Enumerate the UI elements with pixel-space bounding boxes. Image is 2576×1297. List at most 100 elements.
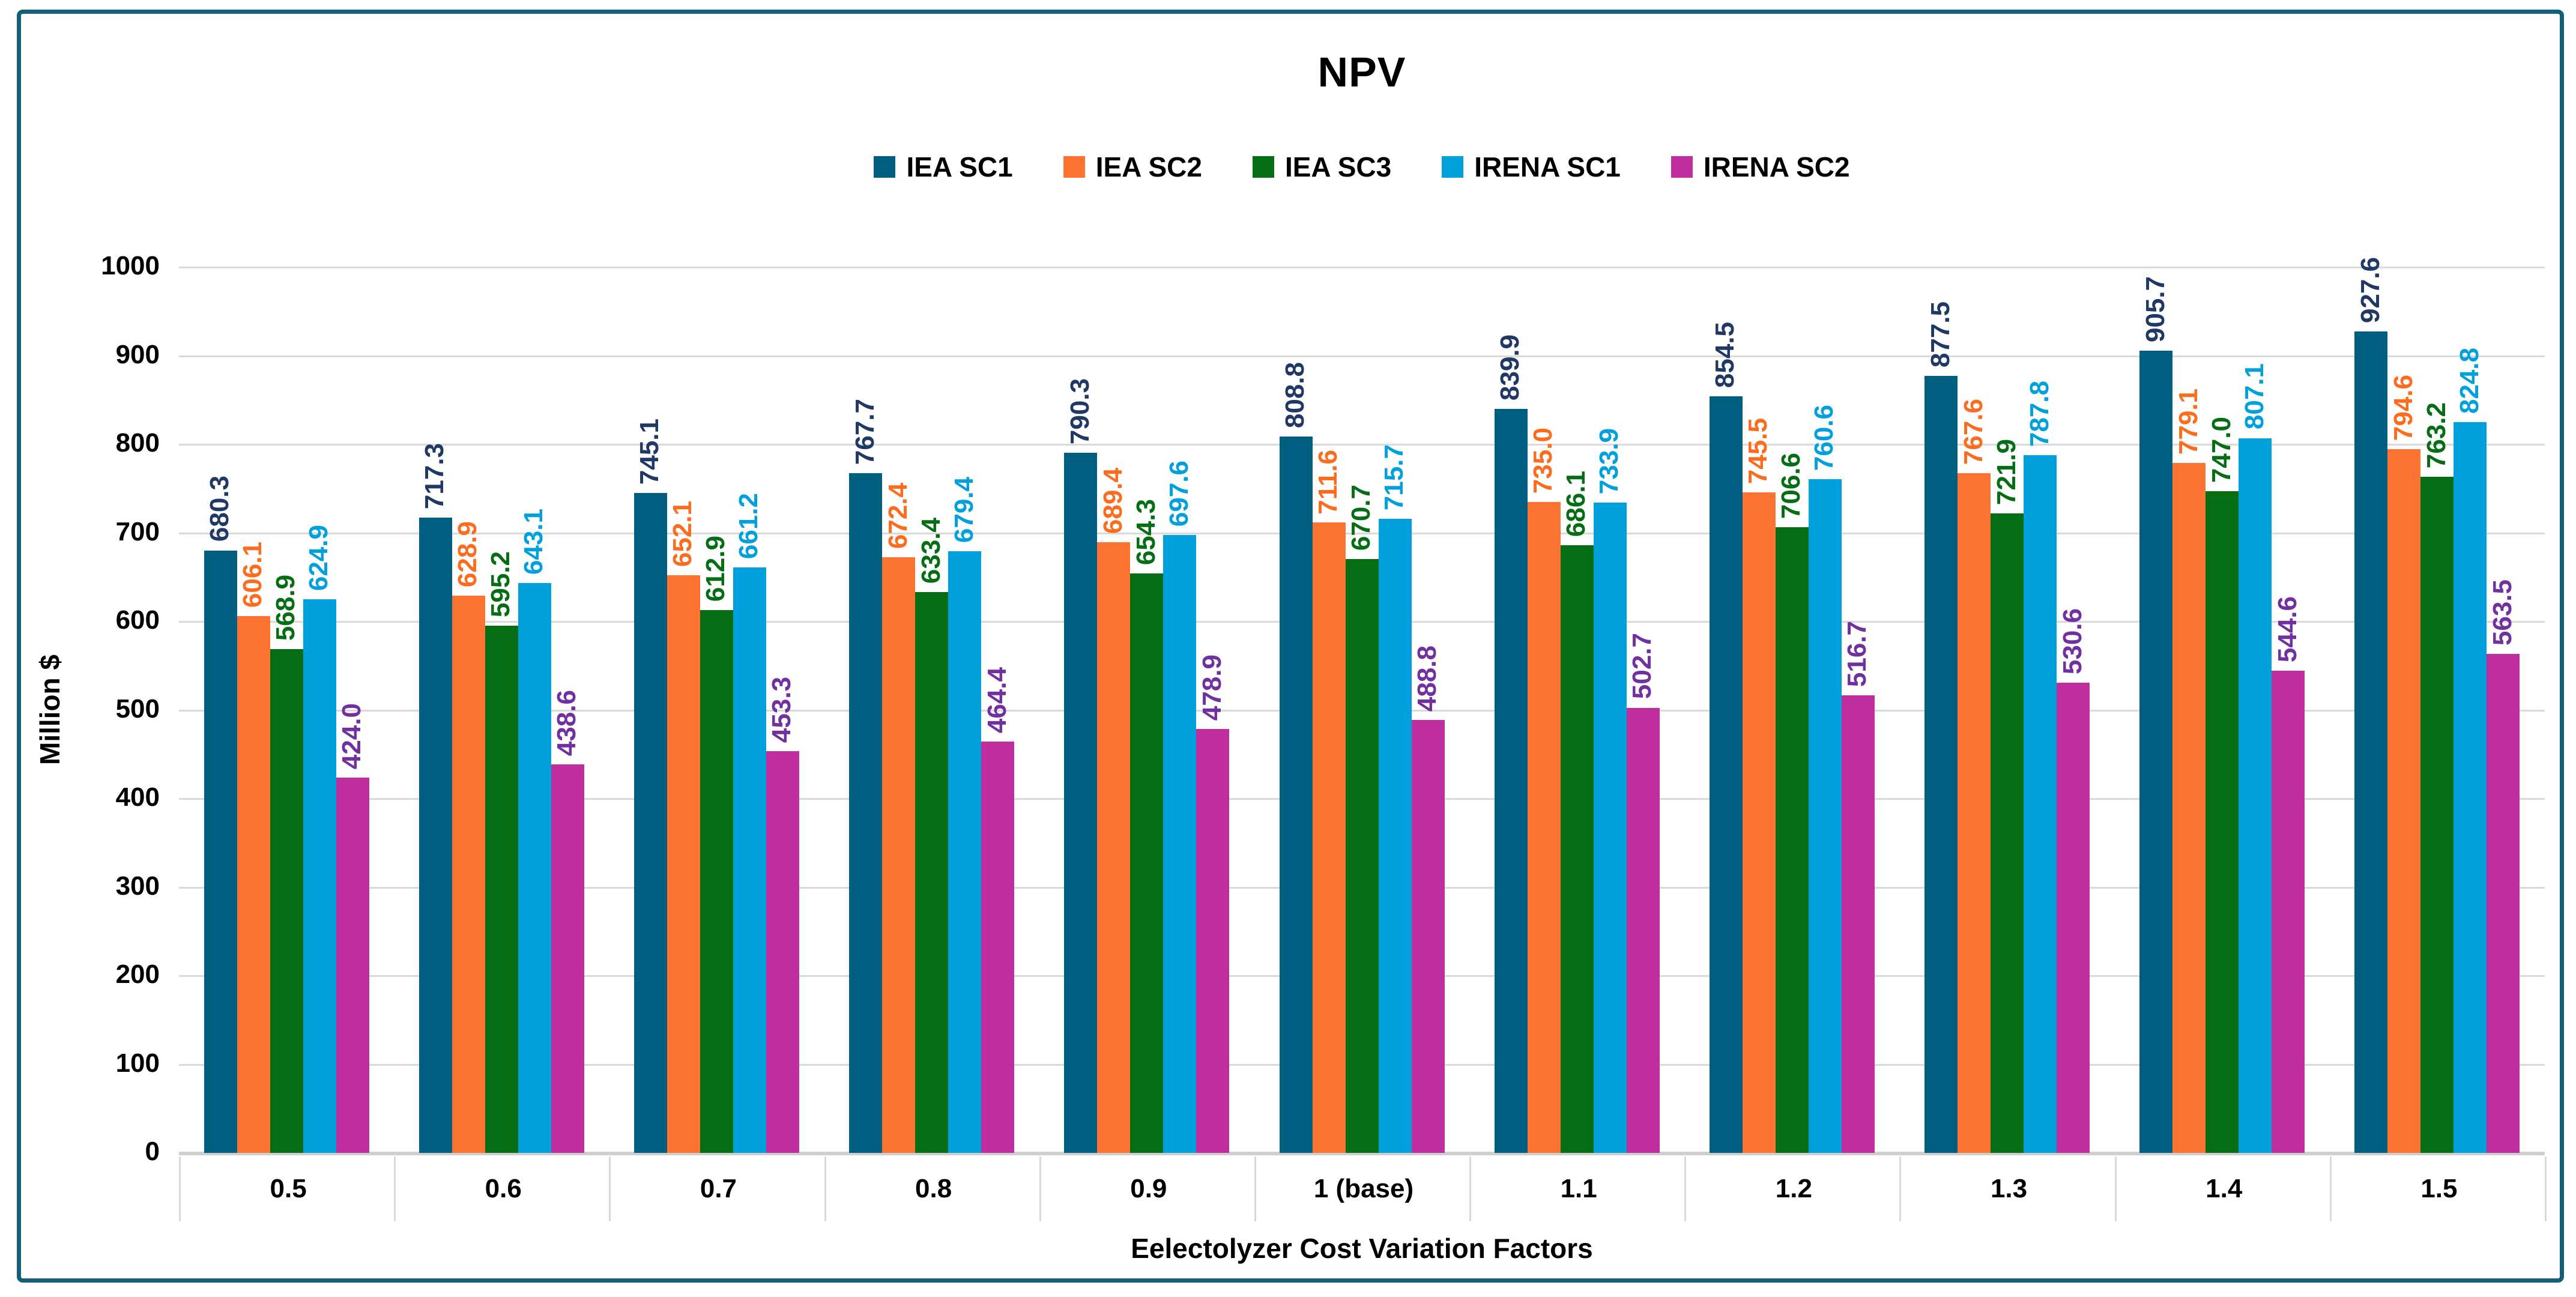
y-tick-label: 200 — [115, 960, 160, 989]
x-category-label: 1.5 — [2329, 1156, 2547, 1221]
x-axis-separator — [2545, 1156, 2547, 1221]
gridline — [179, 532, 2545, 534]
legend-item: IEA SC1 — [874, 151, 1013, 183]
bar — [1196, 728, 1230, 1153]
legend-marker-icon — [874, 156, 896, 178]
bar-value-label: 606.1 — [238, 541, 268, 608]
bar-value-label: 612.9 — [701, 535, 731, 602]
x-category-label: 0.6 — [394, 1156, 611, 1221]
bar-value-label: 779.1 — [2173, 388, 2203, 455]
x-axis-title: Eelectolyzer Cost Variation Factors — [1131, 1233, 1593, 1264]
bar — [1411, 720, 1445, 1153]
bar-value-label: 563.5 — [2487, 579, 2517, 645]
bar-value-label: 643.1 — [519, 509, 549, 575]
bar-value-label: 697.6 — [1164, 460, 1194, 527]
x-category-label: 0.8 — [824, 1156, 1041, 1221]
x-axis-line — [179, 1152, 2545, 1155]
legend-label: IEA SC2 — [1095, 151, 1202, 183]
chart-title: NPV — [1317, 49, 1406, 95]
bar — [1378, 519, 1412, 1153]
y-tick-label: 100 — [115, 1048, 160, 1078]
legend: IEA SC1 IEA SC2 IEA SC3 IRENA SC1 IRENA SC2 — [179, 148, 2545, 186]
legend-item: IEA SC3 — [1252, 151, 1392, 183]
legend-item: IRENA SC2 — [1670, 151, 1850, 183]
bar — [419, 517, 452, 1153]
legend-marker-icon — [1442, 156, 1464, 178]
bar — [948, 551, 982, 1153]
bar — [2454, 422, 2487, 1153]
y-tick-label: 400 — [115, 782, 160, 812]
bar-value-label: 745.5 — [1743, 418, 1773, 485]
bar-value-label: 633.4 — [916, 517, 946, 584]
bar — [2272, 670, 2305, 1153]
bar-value-label: 679.4 — [949, 476, 979, 543]
bar — [2420, 477, 2454, 1153]
bar — [485, 626, 518, 1153]
bar — [1626, 707, 1660, 1153]
x-category-label: 1.4 — [2114, 1156, 2332, 1221]
bar-value-label: 654.3 — [1131, 498, 1161, 565]
y-tick-label: 1000 — [101, 251, 160, 280]
bar — [270, 648, 303, 1153]
bar-value-label: 424.0 — [337, 703, 367, 769]
bar — [1709, 396, 1743, 1153]
bar-value-label: 794.6 — [2388, 374, 2418, 441]
bar-value-label: 680.3 — [205, 476, 235, 542]
bar — [1958, 473, 1991, 1153]
x-category-label: 1.2 — [1684, 1156, 1901, 1221]
bar — [1742, 492, 1776, 1153]
gridline — [179, 444, 2545, 446]
bar — [452, 596, 485, 1153]
bar-value-label: 661.2 — [734, 492, 764, 559]
legend-label: IEA SC3 — [1284, 151, 1392, 183]
legend-marker-icon — [1063, 156, 1085, 178]
bar — [1593, 503, 1627, 1153]
bar — [1345, 558, 1379, 1153]
x-category-label: 0.9 — [1039, 1156, 1256, 1221]
bar — [1494, 409, 1528, 1153]
legend-label: IRENA SC1 — [1474, 151, 1621, 183]
x-category-label: 0.7 — [609, 1156, 826, 1221]
legend-marker-icon — [1670, 156, 1693, 178]
bar — [700, 609, 733, 1153]
gridline — [179, 267, 2545, 268]
bar-value-label: 706.6 — [1776, 452, 1806, 519]
bar-value-label: 711.6 — [1313, 449, 1343, 515]
bar — [518, 583, 551, 1153]
x-axis-category-row: 0.5 0.6 0.7 0.8 0.9 1 (base) 1.1 1.2 1.3 1.4 1.5 — [179, 1156, 2547, 1221]
bar — [1130, 573, 1164, 1153]
bar — [1097, 542, 1131, 1153]
bar-value-label: 767.6 — [1958, 398, 1988, 465]
bar — [667, 575, 700, 1153]
bar-value-label: 544.6 — [2272, 596, 2302, 662]
bar — [303, 599, 336, 1153]
bar — [766, 751, 799, 1153]
bar — [849, 473, 883, 1153]
bar-value-label: 652.1 — [668, 501, 698, 567]
bar — [981, 742, 1015, 1153]
bar — [2206, 491, 2239, 1153]
bar-value-label: 438.6 — [552, 689, 582, 757]
bar-value-label: 807.1 — [2239, 363, 2269, 430]
bar-value-label: 624.9 — [304, 525, 334, 591]
bar-value-label: 877.5 — [1925, 301, 1955, 367]
bar — [915, 591, 949, 1153]
bar-value-label: 502.7 — [1627, 633, 1657, 700]
bar-value-label: 763.2 — [2421, 402, 2451, 469]
bar — [2024, 455, 2057, 1153]
bar-value-label: 905.7 — [2140, 276, 2170, 343]
x-category-label: 1.3 — [1899, 1156, 2116, 1221]
bar — [633, 492, 667, 1153]
bar — [1312, 522, 1346, 1153]
bar-value-label: 733.9 — [1594, 428, 1624, 495]
bar — [882, 557, 916, 1153]
bar-value-label: 839.9 — [1495, 334, 1525, 401]
bar-value-label: 686.1 — [1561, 470, 1591, 537]
bar — [1279, 437, 1313, 1153]
bar-value-label: 464.4 — [982, 667, 1012, 734]
bar — [204, 550, 237, 1153]
bar-value-label: 745.1 — [635, 418, 665, 485]
bar — [2057, 683, 2090, 1153]
bar-value-label: 747.0 — [2206, 417, 2236, 483]
bar — [2239, 438, 2272, 1153]
